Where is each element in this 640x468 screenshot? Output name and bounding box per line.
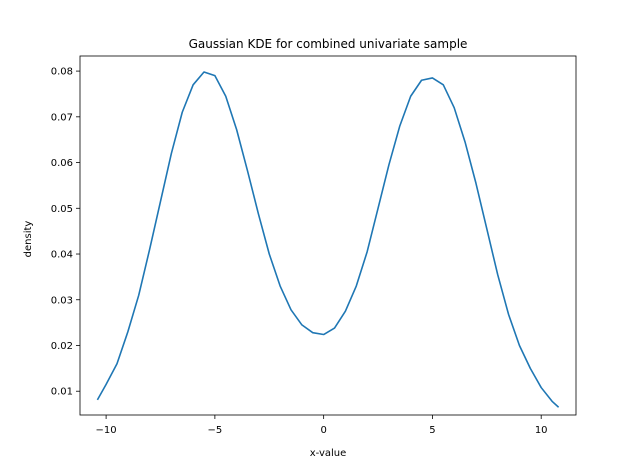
y-tick-label-4: 0.05 bbox=[51, 204, 73, 215]
y-tick-label-5: 0.06 bbox=[51, 158, 73, 169]
chart-title: Gaussian KDE for combined univariate sam… bbox=[189, 37, 468, 51]
x-tick-label-0: −10 bbox=[96, 425, 117, 436]
y-tick-label-7: 0.08 bbox=[51, 67, 73, 78]
axes-frame bbox=[79, 55, 577, 416]
x-tick-label-1: −5 bbox=[208, 425, 223, 436]
x-axis-label: x-value bbox=[310, 448, 347, 459]
y-tick-label-2: 0.03 bbox=[51, 295, 73, 306]
x-tick-label-2: 0 bbox=[320, 425, 326, 436]
x-tick-label-3: 5 bbox=[429, 425, 435, 436]
y-tick-label-6: 0.07 bbox=[51, 112, 73, 123]
y-tick-label-0: 0.01 bbox=[51, 387, 73, 398]
x-tick-label-4: 10 bbox=[535, 425, 548, 436]
y-tick-label-3: 0.04 bbox=[51, 250, 73, 261]
plot-area: −10 −5 0 5 10 0.01 0.02 0.03 0.04 0.05 0.06 0.07 0.0… bbox=[51, 55, 577, 436]
y-tick-label-1: 0.02 bbox=[51, 341, 73, 352]
y-axis-label: density bbox=[23, 221, 34, 258]
series-line-0 bbox=[96, 71, 560, 408]
